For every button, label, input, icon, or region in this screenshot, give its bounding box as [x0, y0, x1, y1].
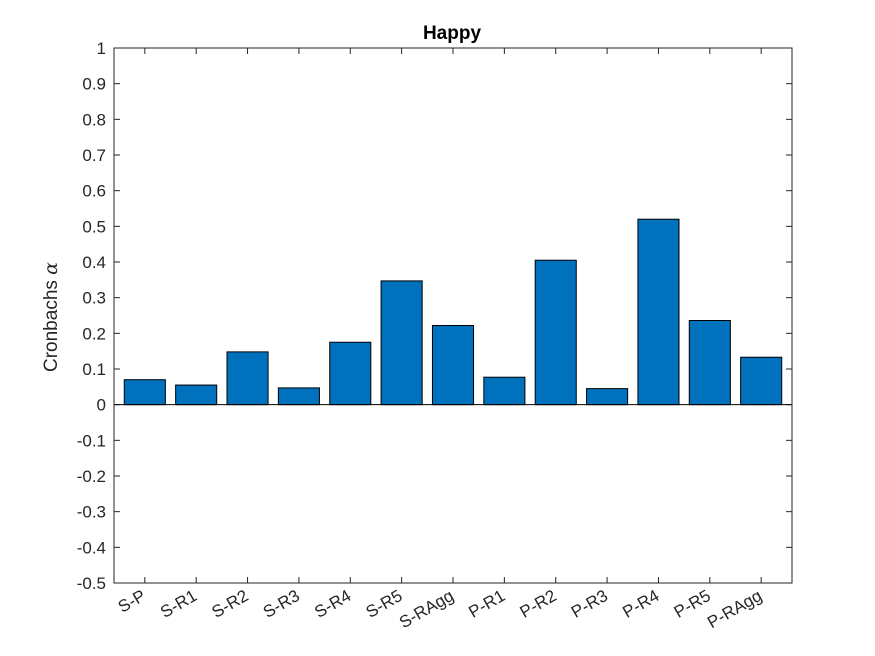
x-tick-label: S-R3: [260, 586, 303, 622]
y-tick-label: -0.5: [77, 574, 106, 593]
bar-s-r3: [277, 387, 320, 406]
x-tick-label: S-R4: [311, 586, 354, 622]
y-axis-label: Cronbachs α: [40, 262, 62, 372]
y-tick-label: 0.5: [82, 217, 106, 236]
bar-p-r3: [586, 388, 629, 406]
y-axis-label-symbol: α: [40, 262, 62, 275]
x-tick-label: P-R4: [619, 586, 662, 622]
y-tick-label: 0.4: [82, 253, 106, 272]
y-tick-label: 0.6: [82, 182, 106, 201]
x-tick-label: P-R1: [465, 586, 508, 622]
bar-p-r2: [534, 259, 577, 406]
bar-s-p: [123, 379, 166, 406]
x-tick-label: P-R3: [568, 586, 611, 622]
y-tick-label: -0.1: [77, 431, 106, 450]
bars-group: [123, 218, 783, 406]
y-tick-label: 0.7: [82, 146, 106, 165]
y-axis-label-text: Cronbachs: [41, 280, 62, 372]
x-tick-label: P-R2: [517, 586, 560, 622]
y-tick-label: 0.8: [82, 110, 106, 129]
bar-p-r1: [483, 376, 526, 406]
y-tick-label: 0.2: [82, 324, 106, 343]
x-tick-label: S-R1: [157, 586, 200, 622]
bar-p-r5: [688, 319, 731, 406]
y-tick-label: 0.1: [82, 360, 106, 379]
y-tick-label: -0.2: [77, 467, 106, 486]
bar-s-ragg: [431, 324, 475, 406]
y-axis-ticks: -0.5 -0.4 -0.3 -0.2 -0.1 0 0.1 0.2 0.3 0.4 0.5 0.6 0…: [77, 39, 792, 593]
x-tick-label: S-RAgg: [396, 586, 457, 632]
bar-p-r4: [637, 218, 680, 406]
bar-s-r5: [380, 280, 423, 406]
bar-s-r4: [329, 341, 372, 406]
bar-s-r1: [175, 384, 218, 406]
x-tick-label: S-R2: [209, 586, 252, 622]
chart-title: Happy: [423, 23, 482, 44]
y-tick-label: 0.9: [82, 75, 106, 94]
y-tick-label: 0.3: [82, 289, 106, 308]
x-tick-label: S-P: [115, 586, 149, 617]
x-tick-label: P-RAgg: [704, 586, 765, 632]
bar-p-ragg: [740, 356, 783, 406]
y-tick-label: 1: [97, 39, 106, 58]
y-tick-label: 0: [97, 396, 106, 415]
y-tick-label: -0.4: [77, 538, 106, 557]
axes-box: [113, 47, 793, 584]
y-tick-label: -0.3: [77, 503, 106, 522]
bar-s-r2: [226, 351, 269, 406]
